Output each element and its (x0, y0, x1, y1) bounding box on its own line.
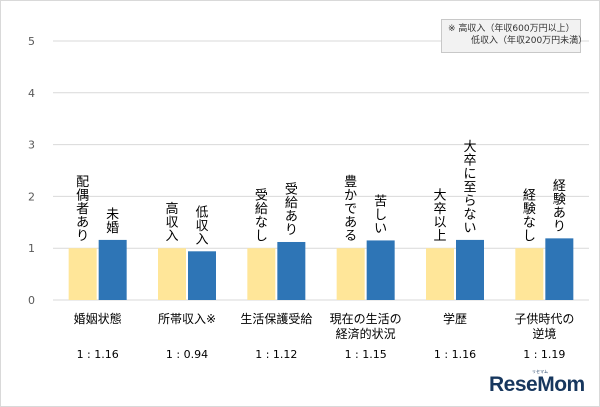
bar-comparison (545, 238, 574, 300)
bar-label: 低収入 (195, 205, 208, 247)
ratio-label: 1 : 1.12 (255, 348, 297, 361)
bar-label: 大卒以上 (433, 189, 446, 245)
bar-label: 未婚 (106, 207, 119, 236)
note-line-1: ※ 高収入（年収600万円以上） (448, 24, 575, 34)
watermark-logo: ReseMom (489, 373, 585, 396)
y-tick-label: 3 (28, 139, 35, 152)
category-label: 子供時代の逆境 (514, 312, 574, 341)
bar-label: 配偶者あり (76, 175, 89, 244)
category-label: 生活保護受給 (240, 311, 312, 326)
category-label: 婚姻状態 (74, 311, 122, 326)
category-label: 所帯収入※ (158, 312, 216, 326)
bar-reference (426, 248, 454, 300)
watermark-subtext: リセマム (532, 369, 548, 374)
ratio-label: 1 : 1.19 (523, 348, 565, 361)
bar-reference (158, 248, 186, 300)
bar-comparison (277, 241, 306, 300)
bar-label: 経験あり (553, 179, 566, 235)
bar-label: 豊かである (344, 175, 357, 244)
income-note: ※ 高収入（年収600万円以上） 低収入（年収200万円未満） (441, 19, 588, 53)
bar-comparison (456, 239, 484, 300)
category-label: 現在の生活の経済的状況 (330, 312, 402, 341)
category-label: 学歴 (443, 311, 467, 326)
y-tick-label: 5 (28, 35, 35, 48)
bar-reference (247, 248, 276, 300)
bar-reference (336, 248, 365, 300)
y-tick-label: 4 (28, 87, 35, 100)
bar-reference (68, 248, 97, 300)
bar-reference (515, 248, 544, 300)
y-tick-label: 1 (28, 242, 35, 255)
ratio-label: 1 : 1.15 (345, 348, 387, 361)
bar-comparison (366, 240, 395, 300)
ratio-label: 1 : 0.94 (166, 348, 208, 361)
bar-label: 受給あり (285, 182, 298, 238)
bar-label: 経験なし (523, 189, 536, 245)
bar-comparison (188, 251, 216, 300)
ratio-label: 1 : 1.16 (77, 348, 119, 361)
bar-label: 大卒に至らない (463, 140, 476, 236)
bar-comparison (98, 239, 127, 300)
y-tick-label: 0 (28, 294, 35, 307)
note-line-2: 低収入（年収200万円未満） (471, 36, 588, 46)
ratio-label: 1 : 1.16 (434, 348, 476, 361)
bar-label: 受給なし (255, 189, 268, 245)
bar-label: 高収入 (165, 201, 178, 244)
bar-label: 苦しい (374, 193, 387, 236)
y-tick-label: 2 (28, 190, 35, 203)
